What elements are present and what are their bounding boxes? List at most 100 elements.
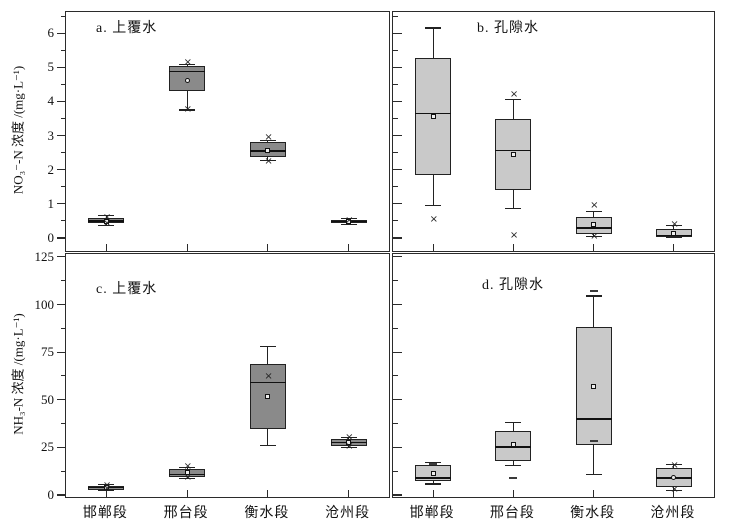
x-tick — [267, 244, 269, 251]
y-major-tick — [393, 66, 402, 68]
y-major-tick — [57, 32, 66, 34]
y-minor-tick — [61, 327, 66, 329]
y-major-tick — [57, 399, 66, 401]
extreme-x-marker: × — [509, 229, 519, 241]
whisker-cap-lower — [98, 490, 115, 492]
whisker-cap-lower — [585, 473, 602, 476]
y-major-tick — [393, 134, 402, 137]
whisker-cap-upper — [259, 345, 276, 348]
whisker-cap-upper — [505, 99, 522, 101]
x-category-label: 邯郸段 — [409, 506, 455, 521]
x-tick — [593, 490, 595, 497]
mean-marker — [510, 441, 516, 447]
x-category-label: 邢台段 — [163, 506, 209, 521]
whisker-cap-lower — [505, 465, 522, 467]
whisker-lower — [432, 480, 434, 485]
x-tick — [432, 490, 434, 497]
whisker-upper — [593, 211, 595, 217]
extreme-x-marker: × — [102, 482, 112, 494]
whisker-cap-upper — [179, 63, 196, 66]
whisker-upper — [348, 437, 350, 440]
extreme-x-marker: × — [264, 155, 273, 167]
y-major-tick — [393, 494, 402, 496]
x-category-label: 衡水段 — [244, 506, 290, 521]
whisker-lower — [512, 190, 514, 209]
y-minor-tick — [393, 470, 398, 472]
extreme-x-marker: × — [670, 459, 679, 471]
y-major-tick — [57, 203, 66, 205]
whisker-upper — [593, 295, 595, 328]
y-minor-tick — [393, 423, 398, 425]
whisker-cap-lower — [179, 478, 196, 480]
whisker-cap-lower — [425, 204, 442, 207]
extreme-x-marker: × — [670, 219, 679, 231]
whisker-upper — [512, 99, 514, 119]
extreme-x-marker: × — [264, 370, 273, 382]
y-minor-tick — [393, 83, 398, 85]
extreme-x-marker: × — [183, 104, 193, 116]
y-minor-tick — [393, 49, 398, 51]
y-major-tick — [57, 303, 66, 306]
whisker-cap-upper — [259, 139, 276, 141]
whisker-lower — [593, 444, 595, 475]
extreme-dash-marker — [589, 290, 598, 292]
extreme-x-marker: × — [670, 484, 679, 496]
whisker-cap-lower — [425, 483, 442, 485]
y-tick-label: 25 — [41, 439, 54, 455]
whisker-lower — [673, 486, 675, 491]
extreme-x-marker: × — [264, 131, 273, 143]
panel-d-title: d. 孔隙水 — [482, 278, 544, 293]
mean-marker — [265, 147, 271, 153]
whisker-lower — [105, 489, 107, 491]
x-tick — [432, 244, 434, 251]
y-major-tick — [393, 100, 402, 103]
median-line — [575, 418, 612, 420]
y-major-tick — [57, 494, 66, 496]
extreme-dash-marker — [589, 440, 598, 442]
y-minor-tick — [393, 280, 398, 282]
y-tick-label: 4 — [47, 93, 55, 109]
y-axis-label-nh3n: NH₃-N 浓度 /(mg·L⁻¹) — [10, 313, 26, 435]
extreme-x-marker: × — [345, 214, 354, 226]
panel-b-title: b. 孔隙水 — [477, 21, 539, 36]
y-major-tick — [57, 237, 66, 239]
extreme-x-marker: × — [183, 57, 193, 69]
y-major-tick — [57, 100, 66, 103]
y-major-tick — [393, 446, 402, 449]
extreme-x-marker: × — [102, 480, 112, 492]
x-category-label: 衡水段 — [570, 506, 616, 521]
whisker-lower — [593, 233, 595, 237]
extreme-x-marker: × — [183, 461, 193, 473]
panel-c-overlying-water: c. 上覆水 0 25 50 75 100 125 × × × × × × × — [35, 250, 390, 501]
whisker-lower — [512, 460, 514, 466]
whisker-cap-upper — [425, 462, 442, 464]
whisker-cap-lower — [98, 225, 115, 227]
x-tick — [267, 490, 269, 497]
whisker-cap-lower — [340, 223, 357, 225]
x-tick — [105, 490, 107, 497]
extreme-dash-marker — [429, 463, 438, 465]
mean-marker — [346, 219, 352, 225]
mean-marker — [671, 475, 677, 481]
whisker-upper — [432, 28, 434, 58]
mean-marker — [346, 439, 352, 445]
whisker-lower — [105, 223, 107, 226]
extreme-dash-marker — [509, 477, 518, 479]
y-major-tick — [57, 446, 66, 449]
y-minor-tick — [61, 423, 66, 425]
whisker-cap-lower — [340, 447, 357, 449]
y-tick-label: 75 — [41, 344, 54, 360]
whisker-lower — [267, 429, 269, 446]
extreme-x-marker: × — [345, 440, 354, 452]
y-minor-tick — [61, 152, 66, 154]
extreme-x-marker: × — [102, 211, 112, 223]
y-minor-tick — [393, 152, 398, 154]
mean-marker — [184, 469, 190, 475]
x-tick — [348, 244, 350, 251]
y-major-tick — [57, 351, 66, 353]
y-minor-tick — [393, 327, 398, 329]
whisker-lower — [348, 445, 350, 448]
whisker-upper — [673, 225, 675, 229]
y-major-tick — [393, 399, 402, 401]
y-major-tick — [393, 256, 402, 258]
